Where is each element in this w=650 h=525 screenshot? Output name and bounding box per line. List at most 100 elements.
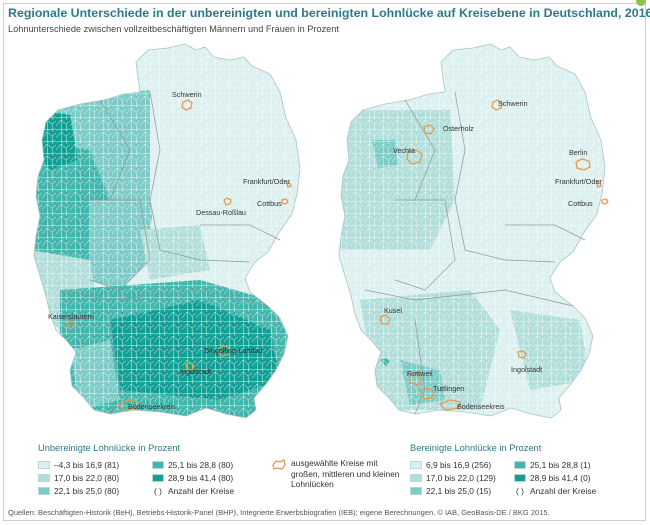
- legend-range: 25,1 bis 28,8: [530, 460, 578, 470]
- label-bodenseekreis: Bodenseekreis: [128, 402, 176, 411]
- label-berlin: Berlin: [569, 148, 587, 157]
- legend-swatch: [514, 461, 526, 469]
- selected-dingolfing: [217, 345, 231, 357]
- selected-osterholz: [423, 124, 435, 135]
- right-legend-title: Bereinigte Lohnlücke in Prozent: [410, 443, 542, 453]
- legend-swatch: [410, 474, 422, 482]
- selected-ingolstadt-r: [517, 350, 527, 359]
- legend-count: (129): [476, 473, 496, 483]
- selected-ingolstadt: [185, 362, 195, 371]
- legend-range: 17,0 bis 22,0: [426, 473, 474, 483]
- label-osterholz: Osterholz: [443, 124, 474, 133]
- right-selected-districts: [379, 99, 609, 411]
- legend-range: –4,3 bis 16,9: [54, 460, 102, 470]
- left-legend-item-2: 17,0 bis 22,0 (80): [38, 473, 119, 483]
- legend-range: 28,9 bis 41,4: [168, 473, 216, 483]
- legend-count: (80): [104, 473, 120, 483]
- right-state-borders: [364, 91, 586, 415]
- legend-swatch: [152, 474, 164, 482]
- legend-count: (80): [104, 486, 120, 496]
- legend-range: 6,9 bis 16,9: [426, 460, 470, 470]
- legend-range: 28,9 bis 41,4: [530, 473, 578, 483]
- legend-range: 25,1 bis 28,8: [168, 460, 216, 470]
- selected-legend-text: ausgewählte Kreise mit großen, mittleren…: [291, 458, 400, 489]
- selected-schwerin: [181, 99, 193, 111]
- selected-frankfurt: [286, 182, 292, 188]
- legend-count: (0): [580, 473, 591, 483]
- figure-frame: [3, 3, 646, 521]
- unadjusted-gap-map: [34, 44, 300, 418]
- legend-count: (80): [218, 473, 234, 483]
- label-kaiserslautern: Kaiserslautern: [48, 312, 94, 321]
- selected-bodenseekreis: [116, 399, 139, 411]
- label-frankfurt-r: Frankfurt/Oder: [555, 177, 602, 186]
- paren-text: Anzahl der Kreise: [530, 486, 597, 496]
- right-legend-item-2: 17,0 bis 22,0 (129): [410, 473, 496, 483]
- legend-range: 22,1 bis 25,0: [54, 486, 102, 496]
- legend-count: (81): [104, 460, 120, 470]
- selected-frankfurt-r: [596, 182, 602, 188]
- right-legend-item-5: 28,9 bis 41,4 (0): [514, 473, 591, 483]
- left-legend-item-4: 25,1 bis 28,8 (80): [152, 460, 233, 470]
- label-frankfurt: Frankfurt/Oder: [243, 177, 290, 186]
- left-map-labels: Schwerin Frankfurt/Oder Cottbus Dessau-R…: [48, 90, 290, 411]
- label-ingolstadt-r: Ingolstadt: [511, 365, 542, 374]
- selected-vechta: [406, 149, 423, 165]
- left-legend-item-5: 28,9 bis 41,4 (80): [152, 473, 233, 483]
- source-note: Quellen: Beschäftigten-Historik (BeH), B…: [8, 508, 550, 517]
- label-cottbus-r: Cottbus: [568, 199, 593, 208]
- label-dingolfing: Dingolfing-Landau: [204, 346, 262, 355]
- legend-swatch: [410, 487, 422, 495]
- legend-count: (15): [476, 486, 492, 496]
- legend-swatch: [38, 461, 50, 469]
- paren-text: Anzahl der Kreise: [168, 486, 235, 496]
- selected-dessau: [223, 197, 232, 206]
- label-kusel: Kusel: [384, 306, 402, 315]
- legend-swatch: [38, 474, 50, 482]
- left-legend-item-3: 22,1 bis 25,0 (80): [38, 486, 119, 496]
- corner-marker: [636, 0, 646, 6]
- legend-count: (256): [471, 460, 492, 470]
- selected-districts-legend: ausgewählte Kreise mit großen, mittleren…: [271, 458, 401, 490]
- selected-rottweil: [409, 372, 423, 386]
- selected-kaiserslautern: [65, 320, 76, 329]
- selected-district-icon: [272, 459, 286, 470]
- label-tuttlingen: Tuttlingen: [433, 384, 464, 393]
- selected-tuttlingen: [419, 387, 435, 400]
- paren-symbol: ( ): [516, 486, 524, 496]
- label-ingolstadt: Ingolstadt: [180, 367, 211, 376]
- legend-count: (80): [218, 460, 234, 470]
- left-legend-paren: ( ) Anzahl der Kreise: [152, 486, 234, 496]
- label-bodenseekreis-r: Bodenseekreis: [457, 402, 505, 411]
- right-legend-item-3: 22,1 bis 25,0 (15): [410, 486, 491, 496]
- right-legend-item-1: 6,9 bis 16,9 (256): [410, 460, 491, 470]
- figure-title: Regionale Unterschiede in der unbereinig…: [8, 6, 650, 20]
- left-legend-item-1: –4,3 bis 16,9 (81): [38, 460, 119, 470]
- selected-cottbus: [281, 198, 289, 205]
- selected-bodenseekreis-r: [438, 399, 461, 411]
- adjusted-gap-map: [339, 44, 605, 418]
- left-selected-districts: [65, 99, 292, 411]
- legend-count: (1): [580, 460, 591, 470]
- paren-symbol: ( ): [154, 486, 162, 496]
- label-dessau: Dessau-Roßlau: [196, 208, 246, 217]
- legend-range: 22,1 bis 25,0: [426, 486, 474, 496]
- legend-swatch: [38, 487, 50, 495]
- selected-kusel: [379, 314, 391, 325]
- right-legend-paren: ( ) Anzahl der Kreise: [514, 486, 596, 496]
- legend-swatch: [410, 461, 422, 469]
- label-schwerin-r: Schwerin: [498, 99, 528, 108]
- right-legend-item-4: 25,1 bis 28,8 (1): [514, 460, 591, 470]
- selected-berlin: [575, 158, 591, 171]
- legend-swatch: [152, 461, 164, 469]
- selected-cottbus-r: [601, 198, 609, 205]
- left-state-borders: [59, 91, 281, 415]
- label-rottweil: Rottweil: [407, 369, 433, 378]
- label-cottbus: Cottbus: [257, 199, 282, 208]
- selected-schwerin-r: [491, 99, 503, 111]
- label-vechta: Vechta: [393, 146, 415, 155]
- left-legend-title: Unbereinigte Lohnlücke in Prozent: [38, 443, 181, 453]
- legend-swatch: [514, 474, 526, 482]
- legend-range: 17,0 bis 22,0: [54, 473, 102, 483]
